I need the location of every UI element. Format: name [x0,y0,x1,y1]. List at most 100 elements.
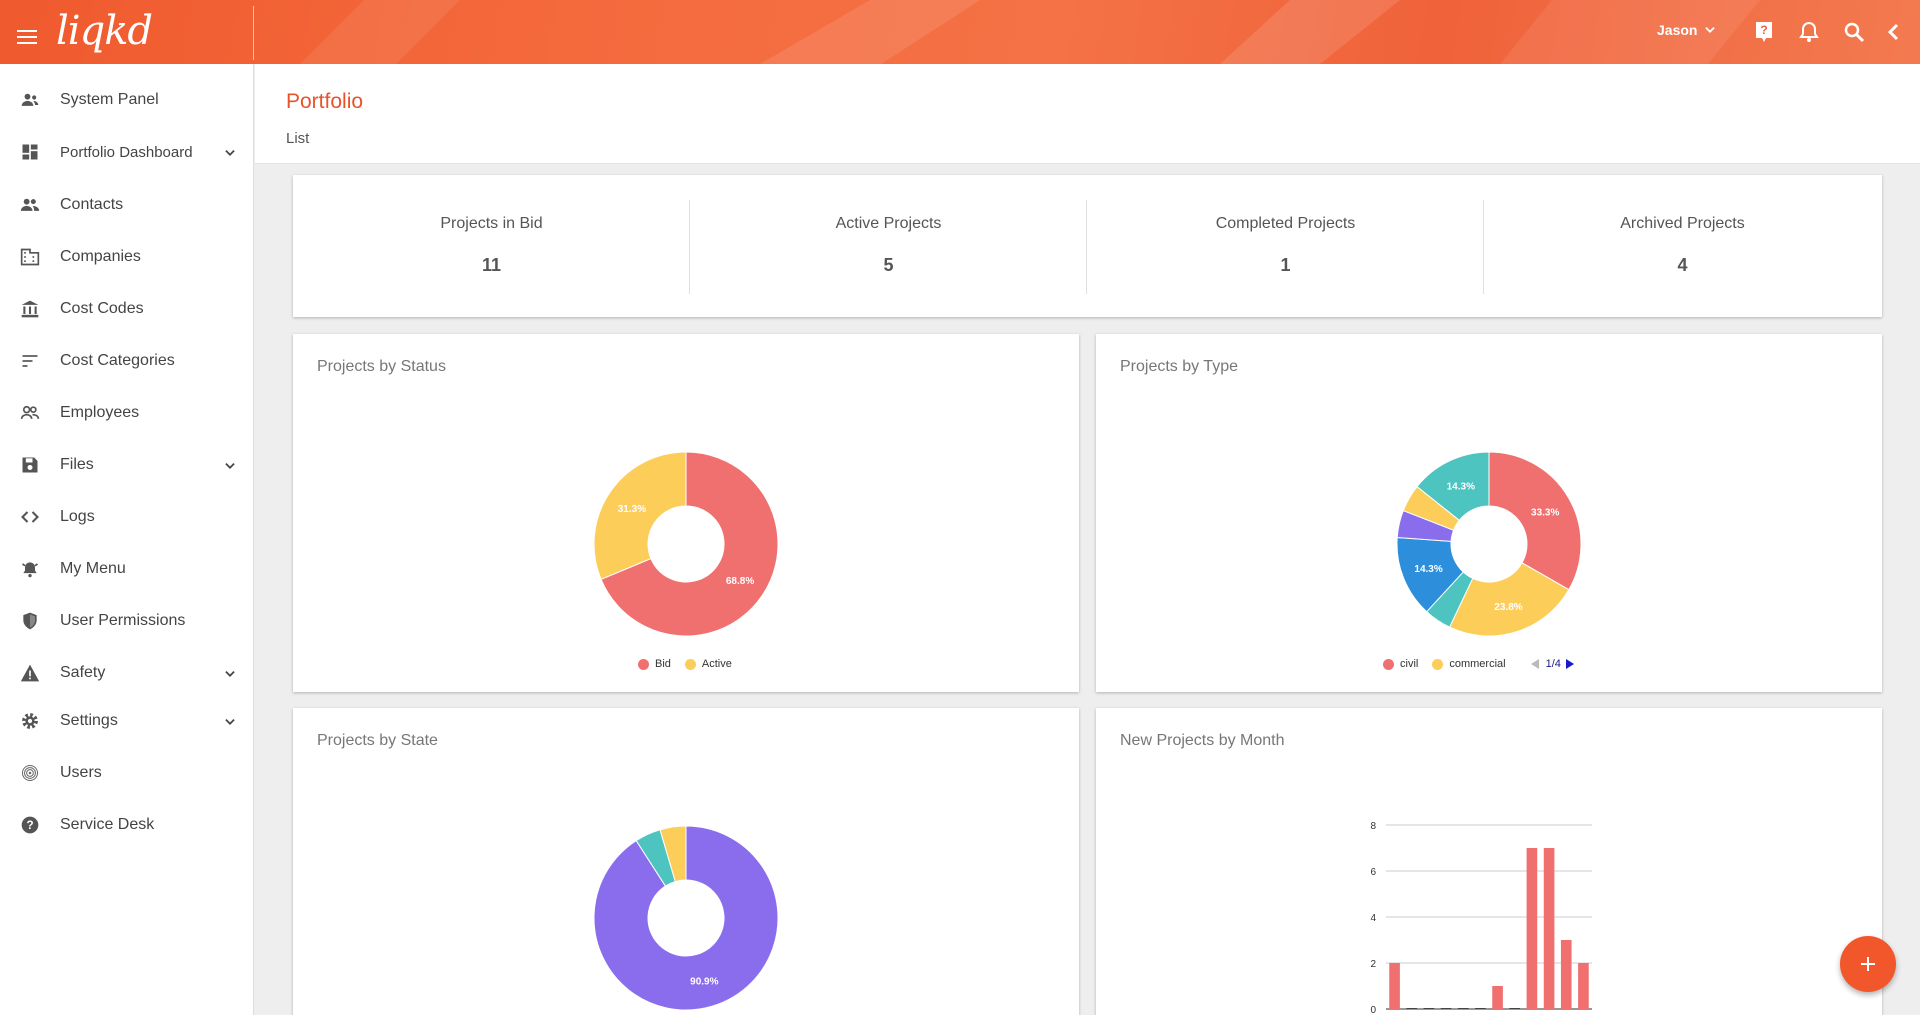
sidebar-item-logs[interactable]: Logs [0,497,254,537]
pie-slice[interactable] [1488,451,1582,591]
status-donut-chart[interactable]: 68.8% 31.3% [293,334,1079,692]
app-logo[interactable]: liqkd [56,8,153,54]
sidebar-item-label: Cost Categories [60,352,175,369]
sidebar-item-cost-categories[interactable]: Cost Categories [0,341,254,381]
pie-slice[interactable] [659,825,687,883]
stat-label: Archived Projects [1620,215,1745,232]
add-button[interactable] [1840,936,1896,992]
y-tick-label: 2 [1370,959,1376,970]
slice-label: 68.8% [726,576,754,587]
bar[interactable] [1423,1008,1435,1009]
legend-item-civil[interactable]: civil [1383,658,1418,670]
stat-projects-in-bid[interactable]: Projects in Bid 11 [293,175,690,317]
type-donut-chart[interactable]: 33.3% 23.8% 14.3% 14.3% [1096,334,1882,692]
sidebar-item-contacts[interactable]: Contacts [0,185,254,225]
sidebar-item-label: Logs [60,508,95,525]
bar[interactable] [1526,848,1538,1009]
sidebar-item-files[interactable]: Files [0,445,254,485]
month-bar-chart[interactable]: 0 2 4 6 8 [1096,708,1882,1015]
header-decoration [760,0,980,64]
shield-icon [23,612,37,630]
stat-label: Completed Projects [1215,215,1356,232]
search-icon[interactable] [1842,20,1866,44]
people-icon [21,93,39,106]
pie-slice[interactable] [600,451,779,637]
stat-label: Projects in Bid [440,215,543,232]
user-menu[interactable]: Jason [1657,22,1717,38]
sidebar: System Panel Portfolio Dashboard Contact… [0,64,254,1015]
sidebar-item-users[interactable]: Users [0,753,254,793]
sidebar-item-cost-codes[interactable]: Cost Codes [0,289,254,329]
help-icon[interactable]: ? [1752,20,1776,44]
bar[interactable] [1543,848,1555,1009]
bar[interactable] [1457,1008,1469,1009]
legend-dot [1383,658,1394,670]
pie-slice[interactable] [593,451,687,580]
bar[interactable] [1578,963,1589,1009]
chart-card-status: Projects by Status 68.8% 31.3% Bid Active [293,334,1079,692]
bar[interactable] [1475,1008,1486,1009]
legend-label: commercial [1449,658,1506,670]
stats-card: Projects in Bid 11 Active Projects 5 Com… [293,175,1882,317]
sidebar-item-my-menu[interactable]: My Menu [0,549,254,589]
plus-icon [1867,957,1869,971]
code-icon [21,511,39,523]
menu-bell-icon [22,562,38,578]
legend-page: 1/4 [1545,658,1561,670]
slice-label: 33.3% [1531,507,1559,518]
pie-slice[interactable] [1416,451,1490,522]
bar[interactable] [1492,986,1503,1009]
slice-label: 23.8% [1494,602,1522,613]
bar[interactable] [1509,1008,1521,1009]
sidebar-item-label: Contacts [60,196,124,213]
y-tick-label: 6 [1370,867,1376,878]
header-divider [253,6,254,60]
sidebar-item-user-permissions[interactable]: User Permissions [0,601,254,641]
bar[interactable] [1406,1008,1418,1009]
page-subtitle: List [286,130,310,147]
sidebar-item-label: Safety [60,664,106,681]
page-title: Portfolio [286,90,364,113]
menu-icon[interactable] [17,30,37,44]
chart-legend: civil commercial 1/4 [1383,658,1575,670]
card-title: Projects by Status [317,358,446,375]
sidebar-item-service-desk[interactable]: ? Service Desk [0,805,254,845]
stat-active-projects[interactable]: Active Projects 5 [690,175,1087,317]
header-decoration [1500,0,1760,64]
slice-label: 14.3% [1447,481,1475,492]
legend-label: civil [1400,658,1419,670]
legend-item-commercial[interactable]: commercial [1432,658,1506,670]
card-title: Projects by Type [1120,358,1238,375]
sidebar-item-safety[interactable]: Safety [0,653,254,693]
bar[interactable] [1560,940,1572,1009]
stat-archived-projects[interactable]: Archived Projects 4 [1484,175,1881,317]
pie-slice[interactable] [1448,562,1570,637]
employees-icon [20,405,40,419]
chevron-left-icon[interactable] [1882,20,1906,44]
sidebar-item-portfolio-dashboard[interactable]: Portfolio Dashboard [0,132,254,172]
stat-divider [689,200,690,294]
sidebar-item-settings[interactable]: Settings [0,701,254,741]
stat-completed-projects[interactable]: Completed Projects 1 [1087,175,1484,317]
legend-next-icon[interactable] [1565,659,1575,669]
chevron-down-icon [225,671,235,677]
bell-icon[interactable] [1797,20,1821,44]
legend-item-active[interactable]: Active [684,658,732,670]
sidebar-item-system-panel[interactable]: System Panel [0,80,254,120]
legend-prev-icon[interactable] [1530,659,1540,669]
slice-label: 31.3% [618,504,646,515]
slice-label: 90.9% [690,976,718,987]
sidebar-item-label: Companies [60,248,141,265]
bank-icon [21,300,39,318]
state-donut-chart[interactable]: 90.9% [293,708,1079,1015]
sidebar-item-employees[interactable]: Employees [0,393,254,433]
y-tick-label: 8 [1370,821,1376,832]
bar[interactable] [1440,1008,1452,1009]
pie-slice[interactable] [593,825,779,1011]
sidebar-item-label: My Menu [60,560,126,577]
bar[interactable] [1389,963,1400,1009]
legend-dot [1432,658,1444,670]
sidebar-item-label: Cost Codes [60,300,144,317]
legend-item-bid[interactable]: Bid [638,658,671,670]
sidebar-item-companies[interactable]: Companies [0,237,254,277]
